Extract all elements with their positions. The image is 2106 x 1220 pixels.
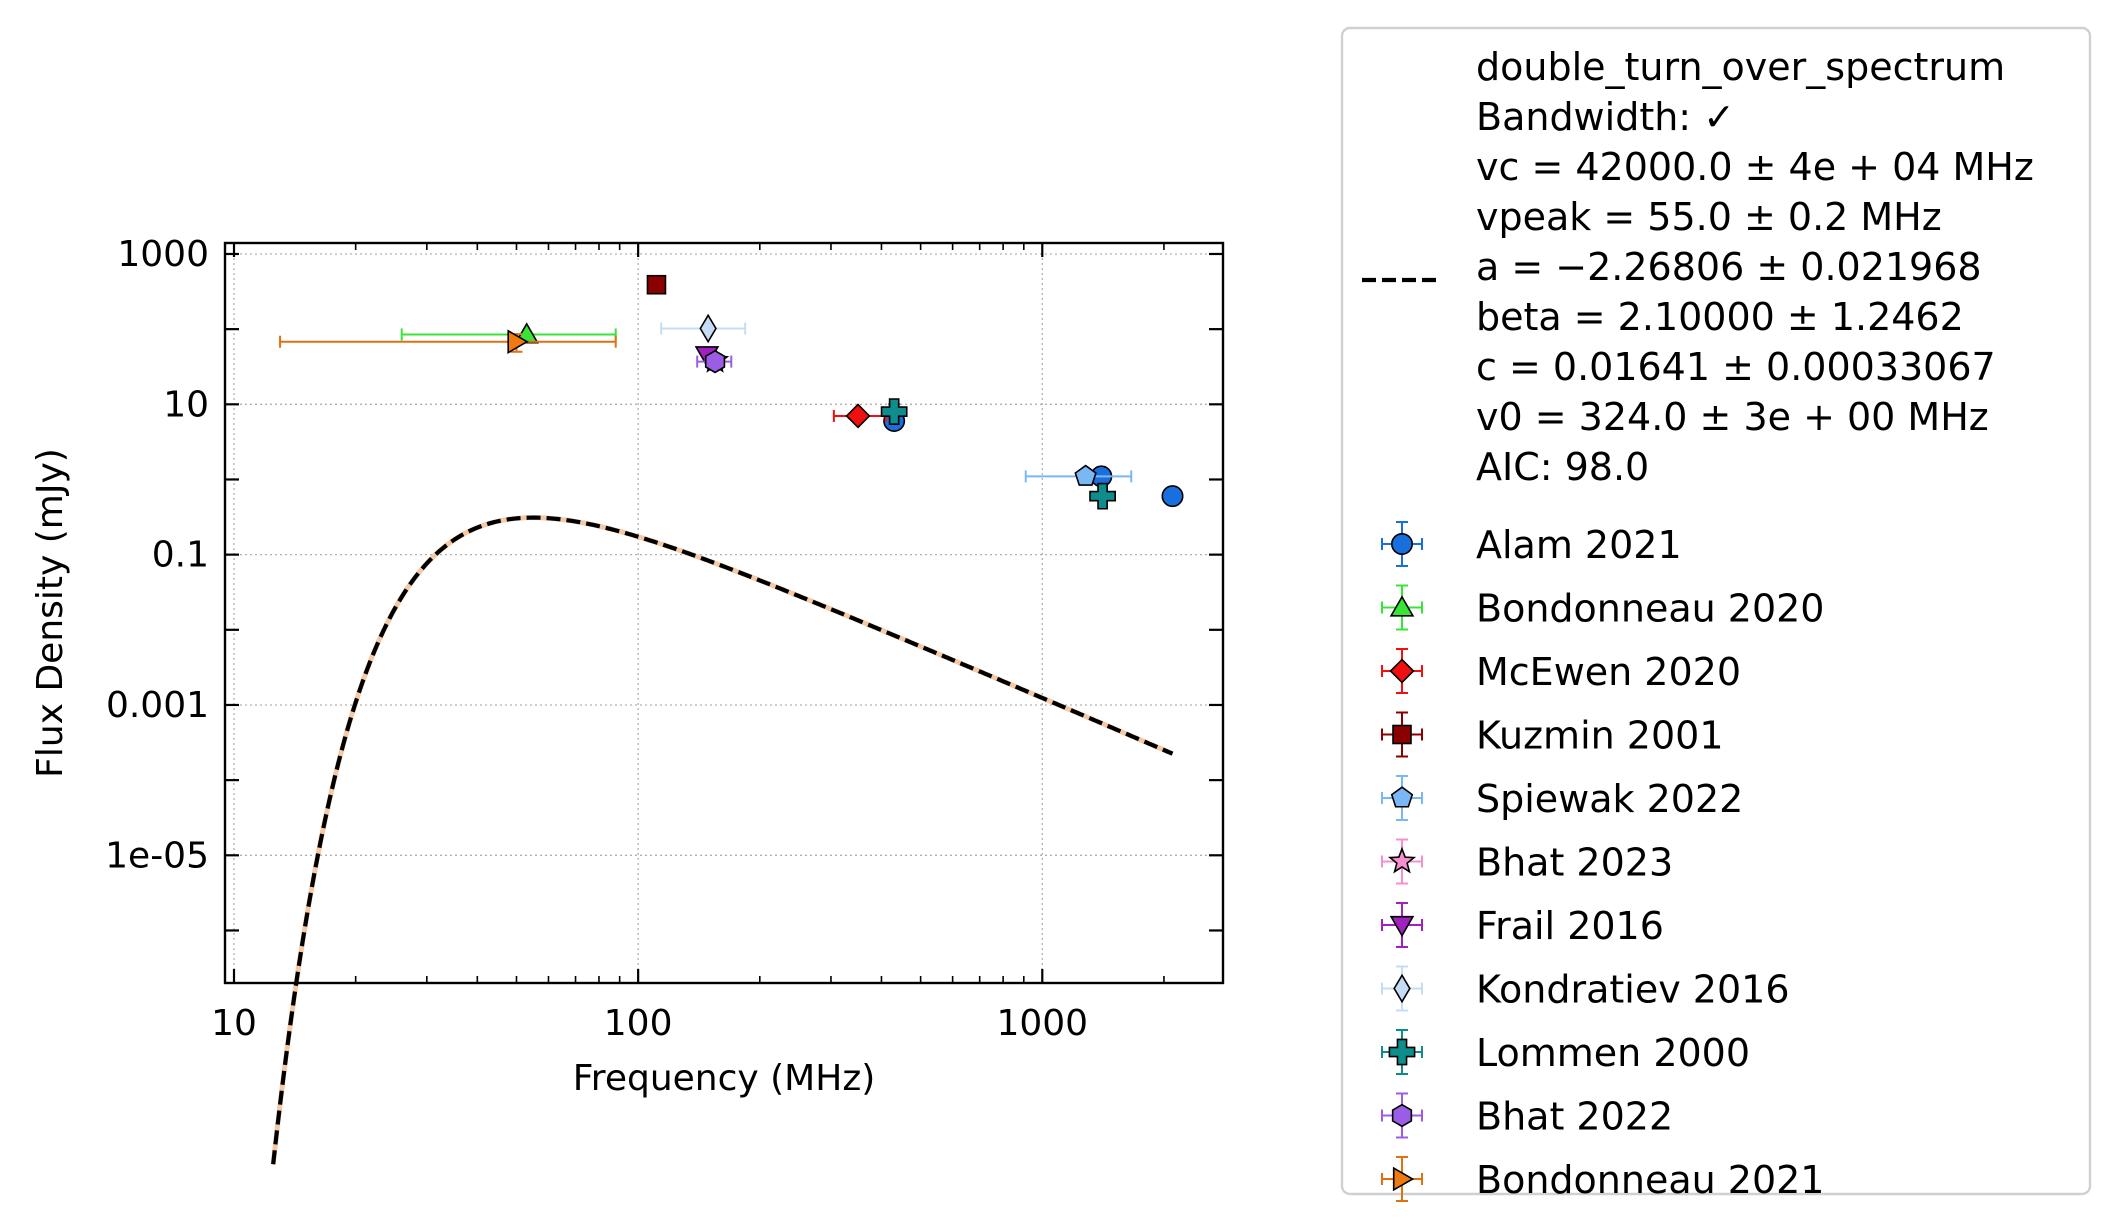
legend-entry: Lommen 2000 xyxy=(1381,1029,1750,1075)
legend-label: Kondratiev 2016 xyxy=(1476,968,1790,1012)
legend-marker xyxy=(1389,915,1415,938)
y-tick-label: 0.1 xyxy=(152,535,209,576)
y-tick-label: 10 xyxy=(163,384,209,425)
series-mcewen-2020 xyxy=(832,403,887,429)
data-point xyxy=(507,329,529,355)
legend-entry: Bondonneau 2020 xyxy=(1381,584,1824,631)
legend-entry: Bhat 2022 xyxy=(1381,1092,1673,1139)
legend-fit-text: AIC: 98.0 xyxy=(1476,445,1649,489)
legend-label: Bhat 2023 xyxy=(1476,841,1673,885)
legend-entries: double_turn_over_spectrum Bandwidth: ✓ vc … xyxy=(1362,45,2034,1202)
x-axis-label: Frequency (MHz) xyxy=(573,1058,876,1099)
legend-label: Frail 2016 xyxy=(1476,904,1664,948)
legend-fit-text: vc = 42000.0 ± 4e + 04 MHz xyxy=(1476,145,2034,189)
series-kondratiev-2016 xyxy=(660,313,747,344)
legend-marker xyxy=(1393,973,1411,1004)
data-point xyxy=(646,274,667,295)
legend-label: Kuzmin 2001 xyxy=(1476,714,1724,758)
legend-box xyxy=(1340,26,2092,1196)
legend-label: Alam 2021 xyxy=(1476,523,1682,567)
data-point xyxy=(845,403,871,429)
legend-label: Bhat 2022 xyxy=(1476,1095,1673,1139)
legend-fit-text: vpeak = 55.0 ± 0.2 MHz xyxy=(1476,195,1942,239)
data-point xyxy=(1074,464,1097,486)
y-tick-label: 1e-05 xyxy=(105,835,209,876)
legend-marker xyxy=(1387,846,1417,874)
legend-marker xyxy=(1389,658,1415,684)
data-point xyxy=(1089,482,1116,510)
data-point xyxy=(704,349,726,374)
legend-entry: Alam 2021 xyxy=(1381,521,1682,567)
grid xyxy=(225,243,1223,983)
data-point xyxy=(699,313,717,344)
legend-fit-text: c = 0.01641 ± 0.00033067 xyxy=(1476,345,1996,389)
legend-marker xyxy=(1389,595,1415,617)
data-point xyxy=(1161,485,1184,508)
legend: double_turn_over_spectrum Bandwidth: ✓ vc … xyxy=(1340,26,2092,1202)
legend-marker xyxy=(1392,1166,1415,1192)
data-points-layer xyxy=(279,274,1184,510)
x-tick-label: 10 xyxy=(211,1003,257,1044)
series-bondonneau-2021 xyxy=(279,329,617,355)
y-tick-label: 1000 xyxy=(117,234,209,275)
legend-entry: Kondratiev 2016 xyxy=(1381,965,1790,1012)
legend-label: Bondonneau 2020 xyxy=(1476,587,1824,631)
legend-entry: McEwen 2020 xyxy=(1381,648,1741,694)
legend-label: Lommen 2000 xyxy=(1476,1031,1750,1075)
legend-entry: Bhat 2023 xyxy=(1381,838,1673,885)
legend-entry: Spiewak 2022 xyxy=(1381,775,1743,821)
legend-marker xyxy=(1391,532,1414,555)
legend-marker xyxy=(1388,1038,1416,1066)
series-lommen-2000 xyxy=(880,398,1116,510)
legend-fit-text: Bandwidth: ✓ xyxy=(1476,95,1735,139)
data-point xyxy=(880,398,908,426)
legend-label: McEwen 2020 xyxy=(1476,650,1741,694)
legend-label: Spiewak 2022 xyxy=(1476,777,1743,821)
legend-marker xyxy=(1390,786,1414,808)
legend-marker xyxy=(1392,724,1412,745)
series-kuzmin-2001 xyxy=(646,274,667,295)
legend-fit-text: beta = 2.10000 ± 1.2462 xyxy=(1476,295,1964,339)
y-axis-label: Flux Density (mJy) xyxy=(30,448,71,778)
fit-curve-layer xyxy=(270,515,1174,1165)
x-tick-label: 100 xyxy=(604,1003,673,1044)
legend-entry: Bondonneau 2021 xyxy=(1381,1156,1824,1202)
legend-fit-text: double_turn_over_spectrum xyxy=(1476,45,2005,89)
series-bhat-2022 xyxy=(696,349,733,374)
series-spiewak-2022 xyxy=(1024,464,1133,486)
fit-curve xyxy=(271,515,1174,1165)
axis-ticks: 10 100 1000 1000 10 0.1 0.001 1e-05 xyxy=(105,234,1223,1044)
plot-frame xyxy=(223,241,1225,985)
x-tick-label: 1000 xyxy=(996,1003,1088,1044)
legend-label: Bondonneau 2021 xyxy=(1476,1158,1824,1202)
legend-entry: Kuzmin 2001 xyxy=(1381,711,1724,758)
legend-entry: Frail 2016 xyxy=(1381,902,1664,948)
y-tick-label: 0.001 xyxy=(106,685,209,726)
legend-fit-text: a = −2.26806 ± 0.021968 xyxy=(1476,245,1982,289)
legend-marker xyxy=(1391,1103,1413,1128)
legend-fit-text: v0 = 324.0 ± 3e + 00 MHz xyxy=(1476,395,1989,439)
